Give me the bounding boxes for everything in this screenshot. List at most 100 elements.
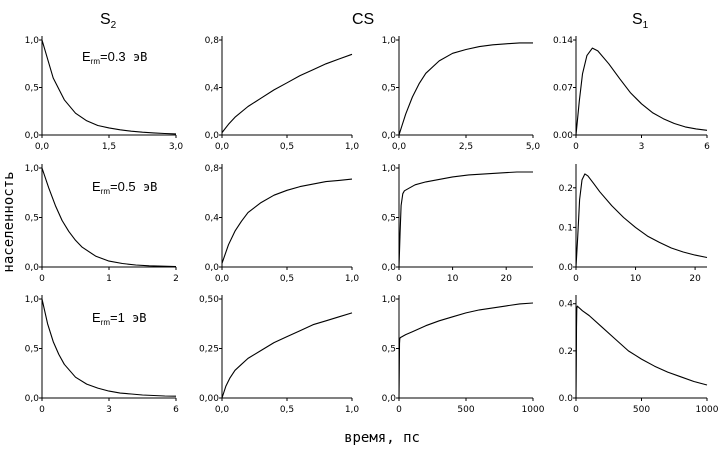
panel-r0c3: 0.00 0.07 0.14 0 3 6	[553, 36, 710, 152]
y-tick-label-r2c0-2: 1,0	[25, 295, 40, 305]
x-tick-label-r1c1-1: 0,5	[280, 274, 294, 284]
y-tick-label-r1c2-0: 0,0	[382, 263, 397, 273]
x-tick-label-r0c0-1: 1,5	[102, 142, 116, 152]
y-tick-label-r0c3-1: 0.07	[553, 84, 573, 94]
y-tick-label-r0c1-0: 0,0	[205, 131, 220, 141]
panel-r0c2: 0,0 0,5 1,0 0,0 2,5 5,0	[382, 36, 541, 152]
x-tick-label-r1c3-2: 20	[689, 274, 701, 284]
x-tick-label-r2c1-0: 0,0	[215, 405, 230, 415]
x-tick-label-r2c3-2: 1000	[696, 405, 719, 415]
x-tick-label-r1c2-0: 0	[396, 274, 402, 284]
row-label-energy-1: Erm=0.5 эВ	[92, 179, 157, 196]
row-label-energy-0: Erm=0.3 эВ	[82, 49, 147, 66]
x-tick-label-r2c2-0: 0	[396, 405, 402, 415]
series-line-r2c2	[398, 302, 534, 399]
y-tick-label-r2c1-1: 0,25	[199, 345, 219, 355]
panel-r1c2: 0,0 0,5 1,0 0 10 20	[382, 164, 533, 284]
column-title-s2: S2	[100, 11, 117, 31]
x-tick-label-r0c2-1: 2,5	[459, 142, 473, 152]
x-tick-label-r2c3-0: 0	[573, 405, 579, 415]
x-tick-label-r0c3-2: 6	[704, 142, 710, 152]
y-tick-label-r0c0-1: 0,5	[25, 84, 39, 94]
y-tick-label-r1c1-1: 0,4	[205, 214, 220, 224]
y-tick-label-r2c1-2: 0,50	[199, 295, 219, 305]
panel-r0c0: 0,0 0,5 1,0 0,0 1,5 3,0	[25, 36, 184, 152]
y-tick-label-r0c3-0: 0.00	[553, 131, 573, 141]
y-tick-label-r2c3-2: 0.4	[559, 300, 574, 310]
panel-r2c2: 0,0 0,5 1,0 0 500 1000	[382, 295, 545, 415]
y-axis-title: населенность	[1, 171, 17, 272]
y-tick-label-r0c3-2: 0.14	[553, 36, 573, 46]
x-tick-label-r2c0-2: 6	[173, 405, 179, 415]
x-tick-label-r1c1-0: 0,0	[215, 274, 230, 284]
x-tick-label-r0c1-1: 0,5	[280, 142, 294, 152]
y-tick-label-r0c0-0: 0,0	[25, 131, 40, 141]
column-title-s1: S1	[632, 11, 649, 31]
x-tick-label-r1c0-1: 1	[106, 274, 112, 284]
x-tick-label-r0c0-2: 3,0	[169, 142, 184, 152]
x-tick-label-r1c3-1: 10	[630, 274, 642, 284]
x-tick-label-r0c3-0: 0	[573, 142, 579, 152]
panel-r2c1: 0,00 0,25 0,50 0,0 0,5 1,0	[199, 295, 359, 415]
y-tick-label-r2c3-1: 0.2	[559, 347, 573, 357]
panel-r2c0: 0,0 0,5 1,0 0 3 6	[25, 295, 179, 415]
series-line-r1c3	[575, 173, 708, 268]
x-tick-label-r1c0-0: 0	[39, 274, 45, 284]
x-tick-label-r2c0-0: 0	[39, 405, 45, 415]
x-tick-label-r0c2-2: 5,0	[526, 142, 541, 152]
y-tick-label-r0c2-2: 1,0	[382, 36, 397, 46]
y-tick-label-r2c0-0: 0,0	[25, 394, 40, 404]
y-tick-label-r2c3-0: 0.0	[559, 394, 574, 404]
y-tick-label-r1c1-0: 0,0	[205, 263, 220, 273]
panel-r2c3: 0.0 0.2 0.4 0 500 1000	[559, 295, 719, 415]
x-axis-title: время, пс	[344, 430, 420, 446]
x-tick-label-r0c3-1: 3	[639, 142, 645, 152]
y-tick-label-r0c1-1: 0,4	[205, 84, 220, 94]
series-line-r2c0	[41, 298, 177, 397]
series-line-r2c1	[221, 312, 353, 399]
y-tick-label-r2c2-0: 0,0	[382, 394, 397, 404]
x-tick-label-r1c2-2: 20	[500, 274, 512, 284]
y-tick-label-r1c3-1: 0.1	[559, 223, 573, 233]
x-tick-label-r2c0-1: 3	[106, 405, 112, 415]
y-tick-label-r0c1-2: 0,8	[205, 36, 220, 46]
x-tick-label-r0c1-0: 0,0	[215, 142, 230, 152]
column-title-cs: CS	[352, 11, 374, 28]
panel-r1c1: 0,0 0,4 0,8 0,0 0,5 1,0	[205, 164, 360, 284]
series-line-r1c0	[41, 167, 177, 268]
y-tick-label-r1c2-2: 1,0	[382, 164, 397, 174]
series-line-r0c2	[398, 42, 533, 136]
x-tick-label-r0c2-0: 0,0	[392, 142, 407, 152]
x-tick-label-r2c1-1: 0,5	[280, 405, 294, 415]
panel-r1c3: 0.0 0.1 0.2 0 10 20	[559, 164, 708, 284]
x-tick-label-r1c0-2: 2	[173, 274, 179, 284]
series-line-r0c3	[575, 47, 708, 136]
y-tick-label-r0c0-2: 1,0	[25, 36, 40, 46]
panel-r0c1: 0,0 0,4 0,8 0,0 0,5 1,0	[205, 36, 360, 152]
y-tick-label-r2c0-1: 0,5	[25, 345, 39, 355]
y-tick-label-r2c2-2: 1,0	[382, 295, 397, 305]
y-tick-label-r1c0-0: 0,0	[25, 263, 40, 273]
y-tick-label-r1c3-0: 0.0	[559, 263, 574, 273]
x-tick-label-r0c0-0: 0,0	[35, 142, 50, 152]
series-line-r1c1	[221, 178, 353, 264]
y-tick-label-r2c2-1: 0,5	[382, 345, 396, 355]
series-line-r1c2	[398, 171, 533, 268]
series-line-r0c0	[41, 39, 177, 135]
x-tick-label-r1c3-0: 0	[573, 274, 579, 284]
y-tick-label-r1c1-2: 0,8	[205, 164, 220, 174]
series-line-r2c3	[575, 305, 708, 399]
y-tick-label-r1c3-2: 0.2	[559, 184, 573, 194]
y-tick-label-r1c0-2: 1,0	[25, 164, 40, 174]
panel-r1c0: 0,0 0,5 1,0 0 1 2	[25, 164, 179, 284]
x-tick-label-r1c2-1: 10	[447, 274, 459, 284]
y-tick-label-r0c2-0: 0,0	[382, 131, 397, 141]
row-label-energy-2: Erm=1 эВ	[92, 310, 147, 327]
x-tick-label-r0c1-2: 1,0	[345, 142, 360, 152]
x-tick-label-r2c1-2: 1,0	[345, 405, 360, 415]
x-tick-label-r1c1-2: 1,0	[345, 274, 360, 284]
panel-grid: 0,00,51,00,0 1,5 3,00,00,40,80,0 0,5 1,00,00…	[25, 36, 719, 415]
series-line-r0c1	[221, 53, 353, 133]
y-tick-label-r1c0-1: 0,5	[25, 214, 39, 224]
